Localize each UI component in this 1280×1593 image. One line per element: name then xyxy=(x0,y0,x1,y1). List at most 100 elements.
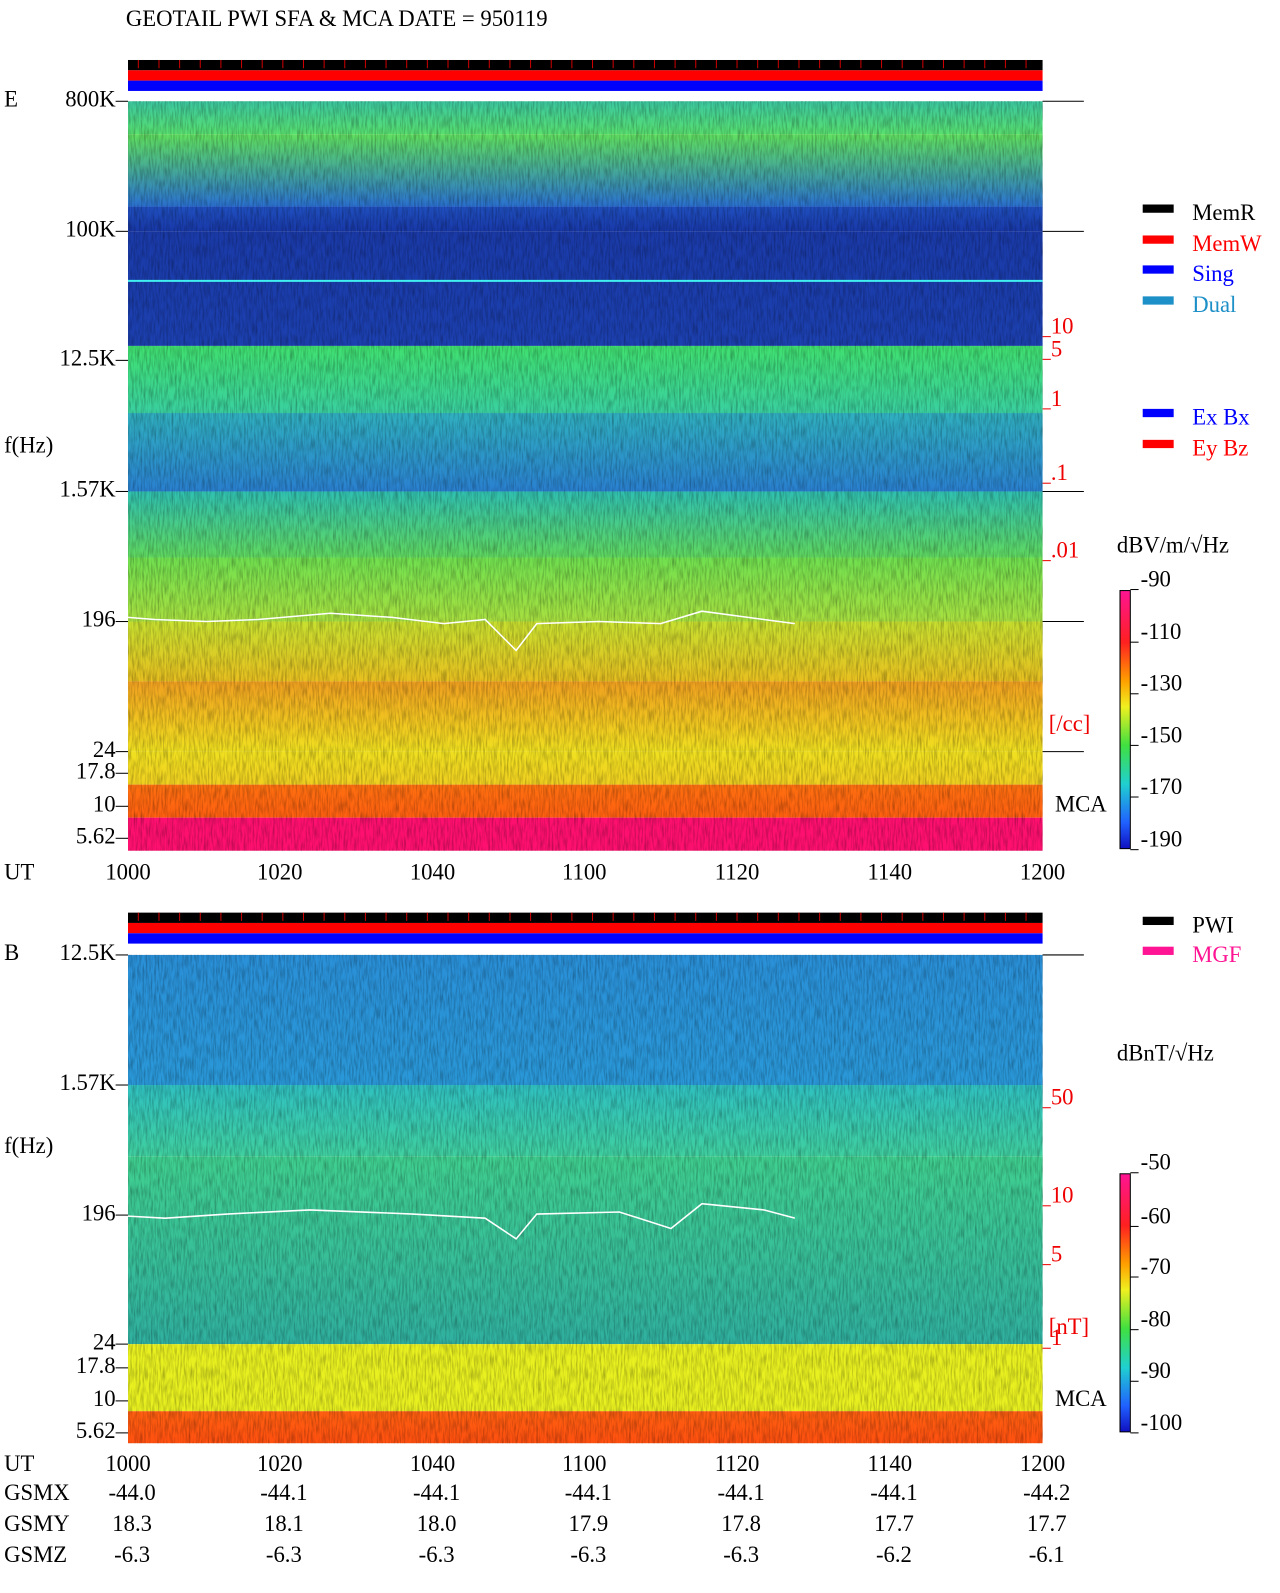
density-tick-label: 10 xyxy=(1051,314,1074,339)
time-tick-label: 1040 xyxy=(410,1451,455,1476)
legend-label: PWI xyxy=(1192,912,1234,937)
legend-swatch xyxy=(1142,916,1174,926)
time-tick-label: 1100 xyxy=(562,860,607,885)
orbit-value: -6.3 xyxy=(266,1542,302,1567)
orbit-row-name: GSMY xyxy=(4,1511,70,1536)
orbit-value: 17.8 xyxy=(721,1511,761,1536)
y-axis-label: f(Hz) xyxy=(4,1133,53,1158)
orbit-value: -6.3 xyxy=(114,1542,150,1567)
density-tick-label: 1 xyxy=(1051,1325,1062,1350)
freq-tick-label: 1.57K xyxy=(60,1070,117,1095)
time-tick-label: 1140 xyxy=(868,860,913,885)
spectrogram-texture xyxy=(128,101,1043,851)
time-tick-label: 1000 xyxy=(105,860,150,885)
orbit-value: -44.1 xyxy=(260,1480,307,1505)
orbit-value: -44.1 xyxy=(718,1480,765,1505)
orbit-value: -6.2 xyxy=(876,1542,912,1567)
time-tick-label: 1020 xyxy=(257,1451,302,1476)
time-tick-label: 1140 xyxy=(868,1451,913,1476)
legend-label: MGF xyxy=(1192,942,1241,967)
orbit-value: 17.9 xyxy=(569,1511,609,1536)
density-tick-label: .01 xyxy=(1051,538,1079,563)
freq-tick-label: 100K xyxy=(65,217,116,242)
legend-swatch xyxy=(1142,204,1174,213)
time-tick-label: 1000 xyxy=(105,1451,150,1476)
mca-label: MCA xyxy=(1055,792,1107,817)
freq-tick-label: 800K xyxy=(65,86,116,111)
density-tick-label: 50 xyxy=(1051,1085,1074,1110)
colorbar-tick-label: -70 xyxy=(1141,1254,1171,1279)
legend-label: Sing xyxy=(1192,261,1234,286)
orbit-value: -44.1 xyxy=(870,1480,917,1505)
time-tick-label: 1100 xyxy=(562,1451,607,1476)
freq-tick-label: 12.5K xyxy=(60,346,117,371)
freq-tick-label: 5.62 xyxy=(76,824,116,849)
title: GEOTAIL PWI SFA & MCA DATE = 950119 xyxy=(126,6,548,31)
status-bar xyxy=(128,912,1043,923)
freq-tick-label: 17.8 xyxy=(76,758,116,783)
density-unit: [nT] xyxy=(1049,1314,1089,1339)
colorbar-tick-label: -90 xyxy=(1141,1358,1171,1383)
legend-swatch xyxy=(1142,296,1174,305)
freq-tick-label: 1.57K xyxy=(60,477,117,502)
x-axis-label: UT xyxy=(4,1451,34,1476)
orbit-value: 17.7 xyxy=(874,1511,914,1536)
orbit-value: -6.3 xyxy=(419,1542,455,1567)
density-unit: [/cc] xyxy=(1049,711,1091,736)
status-bar xyxy=(128,933,1043,944)
orbit-value: 18.0 xyxy=(417,1511,457,1536)
colorbar-tick-label: -150 xyxy=(1141,722,1183,747)
mca-label: MCA xyxy=(1055,1386,1107,1411)
colorbar-tick-label: -170 xyxy=(1141,774,1183,799)
status-bar xyxy=(128,59,1043,71)
freq-tick-label: 10 xyxy=(93,792,116,817)
colorbar-tick-label: -50 xyxy=(1141,1150,1171,1175)
freq-tick-label: 5.62 xyxy=(76,1418,116,1443)
colorbar-tick-label: -90 xyxy=(1141,566,1171,591)
legend-swatch xyxy=(1142,946,1174,955)
freq-tick-label: 17.8 xyxy=(76,1353,116,1378)
status-bar xyxy=(128,80,1043,91)
panel-label: E xyxy=(4,86,18,111)
density-tick-label: 10 xyxy=(1051,1183,1074,1208)
legend-swatch xyxy=(1142,439,1174,449)
colorbar-unit: dBV/m/√Hz xyxy=(1117,532,1229,557)
time-tick-label: 1020 xyxy=(257,860,302,885)
y-axis-label: f(Hz) xyxy=(4,432,53,457)
freq-tick-label: 10 xyxy=(93,1386,116,1411)
time-tick-label: 1200 xyxy=(1020,860,1065,885)
legend-swatch xyxy=(1142,265,1174,274)
orbit-row-name: GSMZ xyxy=(4,1542,67,1567)
time-tick-label: 1200 xyxy=(1020,1451,1065,1476)
orbit-value: -44.1 xyxy=(413,1480,460,1505)
freq-tick-label: 196 xyxy=(82,1200,116,1225)
spectrogram-texture xyxy=(128,954,1043,1444)
orbit-value: 17.7 xyxy=(1027,1511,1067,1536)
freq-tick-label: 24 xyxy=(93,1329,116,1354)
legend-label: Ex Bx xyxy=(1192,404,1250,429)
plasma-trace xyxy=(127,1202,796,1240)
colorbar-tick-label: -190 xyxy=(1141,827,1183,852)
freq-tick-label: 24 xyxy=(93,737,116,762)
density-tick-label: 5 xyxy=(1051,336,1062,361)
colorbar xyxy=(1119,1173,1131,1433)
orbit-value: -44.2 xyxy=(1023,1480,1070,1505)
orbit-value: -44.1 xyxy=(565,1480,612,1505)
colorbar-tick-label: -130 xyxy=(1141,671,1183,696)
legend-label: MemR xyxy=(1192,200,1256,225)
x-axis-label: UT xyxy=(4,860,34,885)
freq-tick-label: 12.5K xyxy=(60,940,117,965)
colorbar-tick-label: -80 xyxy=(1141,1307,1171,1332)
plasma-trace xyxy=(127,610,795,652)
colorbar-tick-label: -60 xyxy=(1141,1203,1171,1228)
colorbar-unit: dBnT/√Hz xyxy=(1117,1040,1214,1065)
orbit-value: 18.1 xyxy=(264,1511,304,1536)
time-tick-label: 1040 xyxy=(410,860,455,885)
legend-label: MemW xyxy=(1192,231,1262,256)
orbit-value: -6.3 xyxy=(723,1542,759,1567)
density-tick-label: .1 xyxy=(1051,460,1068,485)
legend-swatch xyxy=(1142,235,1174,244)
density-tick-label: 1 xyxy=(1051,386,1062,411)
